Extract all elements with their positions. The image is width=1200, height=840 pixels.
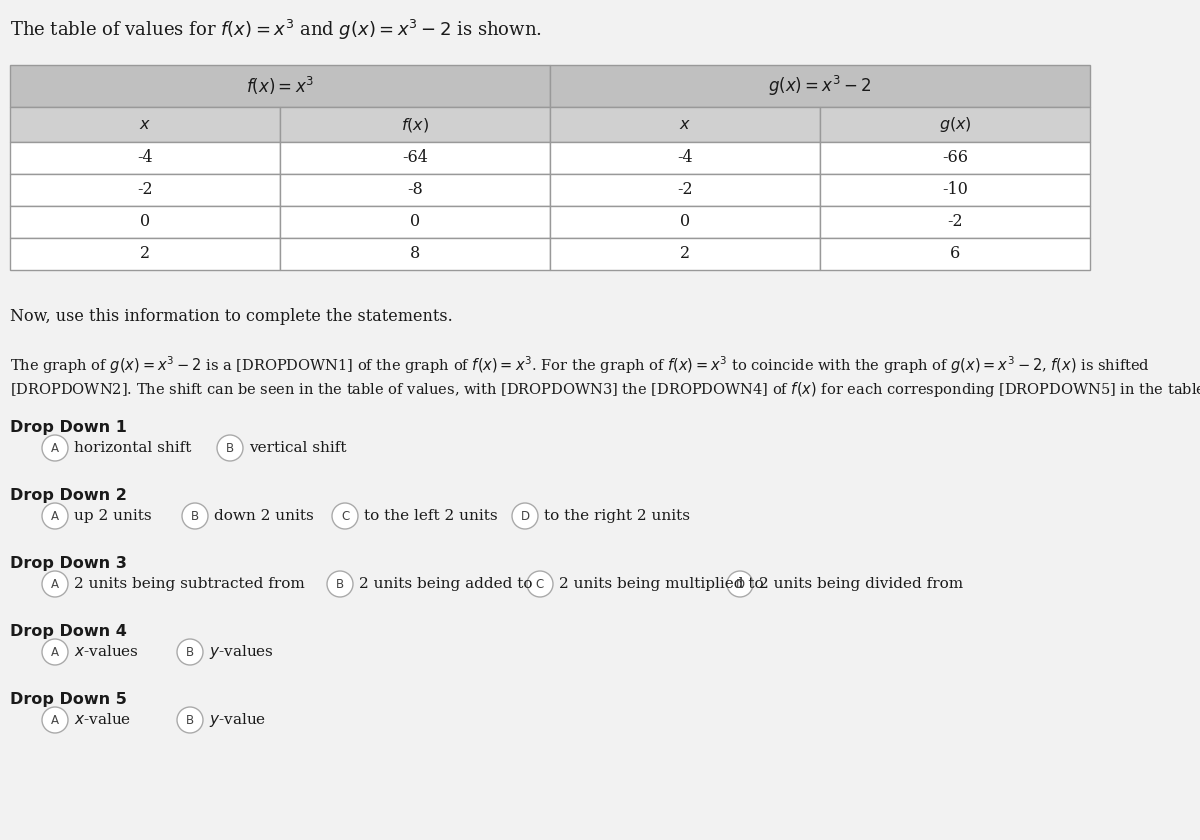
Text: down 2 units: down 2 units xyxy=(214,509,313,523)
Circle shape xyxy=(727,571,754,597)
Text: Drop Down 5: Drop Down 5 xyxy=(10,692,127,707)
Bar xyxy=(280,142,550,174)
Text: 8: 8 xyxy=(410,245,420,262)
Text: $g(x)$: $g(x)$ xyxy=(938,115,971,134)
Text: Now, use this information to complete the statements.: Now, use this information to complete th… xyxy=(10,308,452,325)
Text: D: D xyxy=(521,510,529,522)
Bar xyxy=(10,142,280,174)
Text: B: B xyxy=(226,442,234,454)
Text: horizontal shift: horizontal shift xyxy=(74,441,191,455)
Circle shape xyxy=(512,503,538,529)
Text: 0: 0 xyxy=(680,213,690,230)
Text: 0: 0 xyxy=(410,213,420,230)
Circle shape xyxy=(42,639,68,665)
Text: C: C xyxy=(341,510,349,522)
Circle shape xyxy=(42,707,68,733)
Text: -2: -2 xyxy=(137,181,152,198)
Text: A: A xyxy=(50,510,59,522)
Text: $f(x) = x^3$: $f(x) = x^3$ xyxy=(246,75,314,97)
Text: -64: -64 xyxy=(402,150,428,166)
Bar xyxy=(820,107,1090,142)
Text: 2: 2 xyxy=(140,245,150,262)
Bar xyxy=(280,206,550,238)
Text: -10: -10 xyxy=(942,181,968,198)
Bar xyxy=(10,174,280,206)
Text: 2 units being added to: 2 units being added to xyxy=(359,577,533,591)
Circle shape xyxy=(217,435,242,461)
Circle shape xyxy=(42,435,68,461)
Text: -8: -8 xyxy=(407,181,422,198)
Circle shape xyxy=(42,571,68,597)
Text: vertical shift: vertical shift xyxy=(250,441,347,455)
Bar xyxy=(820,238,1090,270)
Circle shape xyxy=(178,707,203,733)
Bar xyxy=(10,65,550,107)
Text: $f(x)$: $f(x)$ xyxy=(401,115,430,134)
Text: D: D xyxy=(736,578,744,591)
Text: A: A xyxy=(50,578,59,591)
Text: -4: -4 xyxy=(137,150,152,166)
Bar xyxy=(550,238,820,270)
Text: 2 units being multiplied to: 2 units being multiplied to xyxy=(559,577,763,591)
Text: $x$-value: $x$-value xyxy=(74,712,131,727)
Text: A: A xyxy=(50,645,59,659)
Text: $g(x) = x^3 - 2$: $g(x) = x^3 - 2$ xyxy=(768,74,872,98)
Text: The graph of $g(x) = x^3 - 2$ is a [DROPDOWN1] of the graph of $f(x) = x^3$. For: The graph of $g(x) = x^3 - 2$ is a [DROP… xyxy=(10,354,1150,375)
Text: -2: -2 xyxy=(947,213,962,230)
Text: -4: -4 xyxy=(677,150,692,166)
Circle shape xyxy=(178,639,203,665)
Bar xyxy=(550,107,820,142)
Bar xyxy=(550,174,820,206)
Circle shape xyxy=(332,503,358,529)
Text: [DROPDOWN2]. The shift can be seen in the table of values, with [DROPDOWN3] the : [DROPDOWN2]. The shift can be seen in th… xyxy=(10,380,1200,399)
Bar xyxy=(550,65,1090,107)
Text: -66: -66 xyxy=(942,150,968,166)
Bar xyxy=(280,107,550,142)
Text: B: B xyxy=(186,645,194,659)
Text: 2 units being subtracted from: 2 units being subtracted from xyxy=(74,577,305,591)
Circle shape xyxy=(326,571,353,597)
Text: 6: 6 xyxy=(950,245,960,262)
Bar xyxy=(820,174,1090,206)
Text: $y$-value: $y$-value xyxy=(209,711,266,729)
Bar xyxy=(820,206,1090,238)
Text: to the right 2 units: to the right 2 units xyxy=(544,509,690,523)
Bar xyxy=(550,206,820,238)
Circle shape xyxy=(182,503,208,529)
Text: $y$-values: $y$-values xyxy=(209,643,274,661)
Text: up 2 units: up 2 units xyxy=(74,509,151,523)
Text: C: C xyxy=(536,578,544,591)
Text: $x$: $x$ xyxy=(139,116,151,133)
Text: to the left 2 units: to the left 2 units xyxy=(364,509,498,523)
Text: B: B xyxy=(186,713,194,727)
Circle shape xyxy=(527,571,553,597)
Text: 2 units being divided from: 2 units being divided from xyxy=(760,577,964,591)
Text: B: B xyxy=(191,510,199,522)
Text: $x$-values: $x$-values xyxy=(74,644,139,659)
Text: B: B xyxy=(336,578,344,591)
Text: A: A xyxy=(50,713,59,727)
Bar xyxy=(280,174,550,206)
Text: 0: 0 xyxy=(140,213,150,230)
Bar xyxy=(550,142,820,174)
Text: The table of values for $f(x) = x^3$ and $g(x) = x^3 - 2$ is shown.: The table of values for $f(x) = x^3$ and… xyxy=(10,18,542,42)
Circle shape xyxy=(42,503,68,529)
Bar xyxy=(280,238,550,270)
Text: Drop Down 4: Drop Down 4 xyxy=(10,624,127,639)
Bar xyxy=(10,238,280,270)
Text: Drop Down 1: Drop Down 1 xyxy=(10,420,127,435)
Text: $x$: $x$ xyxy=(679,116,691,133)
Text: A: A xyxy=(50,442,59,454)
Bar xyxy=(820,142,1090,174)
Bar xyxy=(10,107,280,142)
Bar xyxy=(10,206,280,238)
Text: Drop Down 3: Drop Down 3 xyxy=(10,556,127,571)
Text: 2: 2 xyxy=(680,245,690,262)
Text: Drop Down 2: Drop Down 2 xyxy=(10,488,127,503)
Text: -2: -2 xyxy=(677,181,692,198)
